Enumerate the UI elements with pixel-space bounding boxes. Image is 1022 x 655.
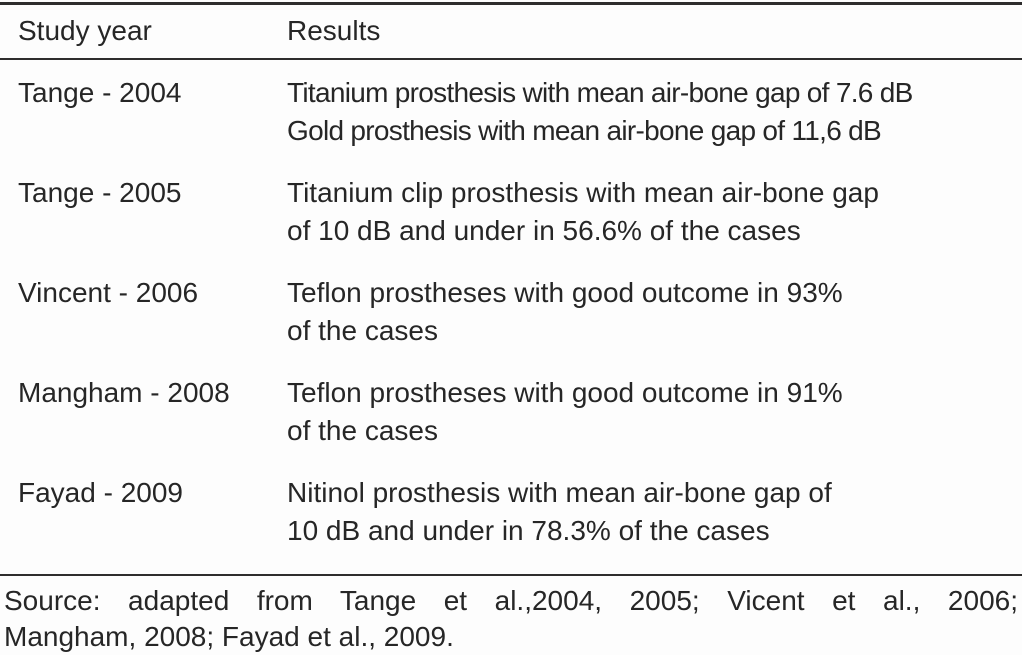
header-rule [0,58,1022,60]
table-row: Tange - 2005 Titanium clip prosthesis wi… [18,174,1016,250]
source-line: Mangham, 2008; Fayad et al., 2009. [4,621,454,652]
results-cell: Nitinol prosthesis with mean air-bone ga… [287,474,1016,550]
result-line: Teflon prostheses with good outcome in 9… [287,277,843,308]
study-year-cell: Tange - 2005 [18,177,182,208]
study-year-cell: Tange - 2004 [18,77,182,108]
result-line: of the cases [287,415,438,446]
study-year-cell: Mangham - 2008 [18,377,230,408]
source-line: Source: adapted from Tange et al.,2004, … [4,585,1018,616]
result-line: of 10 dB and under in 56.6% of the cases [287,215,801,246]
study-year-cell: Vincent - 2006 [18,277,199,308]
footer-rule [0,574,1022,576]
table-row: Mangham - 2008 Teflon prostheses with go… [18,374,1016,450]
result-line: Gold prosthesis with mean air-bone gap o… [287,115,882,146]
source-note: Source: adapted from Tange et al.,2004, … [0,576,1022,655]
result-line: of the cases [287,315,438,346]
result-line: Nitinol prosthesis with mean air-bone ga… [287,477,832,508]
table-body: Tange - 2004 Titanium prosthesis with me… [0,60,1022,550]
result-line: Teflon prostheses with good outcome in 9… [287,377,843,408]
column-header-results: Results [287,15,381,46]
result-line: Titanium clip prosthesis with mean air-b… [287,177,879,208]
result-line: Titanium prosthesis with mean air-bone g… [287,77,913,108]
result-line: 10 dB and under in 78.3% of the cases [287,515,770,546]
table-row: Tange - 2004 Titanium prosthesis with me… [18,74,1016,150]
table-header: Study year Results [0,5,1022,58]
results-cell: Titanium clip prosthesis with mean air-b… [287,174,1016,250]
results-cell: Teflon prostheses with good outcome in 9… [287,274,1016,350]
top-rule [0,2,1022,5]
results-cell: Teflon prostheses with good outcome in 9… [287,374,1016,450]
results-cell: Titanium prosthesis with mean air-bone g… [287,74,1016,150]
column-header-study-year: Study year [18,15,152,46]
table-row: Vincent - 2006 Teflon prostheses with go… [18,274,1016,350]
table-row: Fayad - 2009 Nitinol prosthesis with mea… [18,474,1016,550]
study-year-cell: Fayad - 2009 [18,477,183,508]
